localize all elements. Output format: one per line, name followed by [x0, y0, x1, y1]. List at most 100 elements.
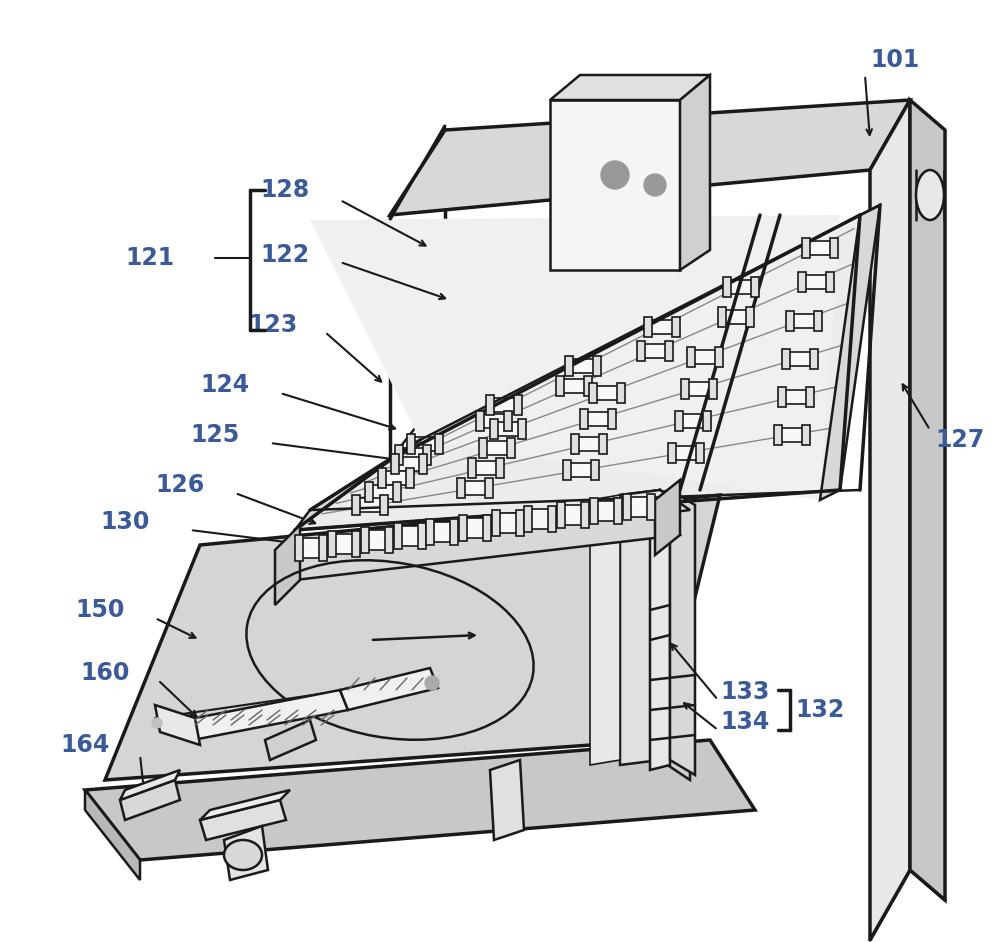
Polygon shape: [628, 497, 650, 517]
Polygon shape: [806, 387, 814, 407]
Polygon shape: [782, 349, 790, 369]
Polygon shape: [120, 770, 180, 800]
Polygon shape: [642, 344, 668, 358]
Polygon shape: [670, 490, 695, 775]
Polygon shape: [751, 278, 759, 298]
Polygon shape: [120, 780, 180, 820]
Text: 134: 134: [720, 710, 769, 734]
Polygon shape: [614, 498, 622, 524]
Polygon shape: [394, 523, 402, 548]
Polygon shape: [703, 411, 711, 430]
Polygon shape: [783, 390, 809, 404]
Polygon shape: [599, 434, 607, 454]
Polygon shape: [464, 517, 486, 538]
Polygon shape: [352, 531, 360, 557]
Polygon shape: [492, 511, 500, 536]
Polygon shape: [680, 75, 710, 270]
Text: 122: 122: [260, 243, 309, 267]
Polygon shape: [497, 513, 519, 533]
Polygon shape: [476, 411, 484, 430]
Polygon shape: [561, 379, 587, 393]
Polygon shape: [524, 506, 532, 532]
Polygon shape: [589, 382, 597, 402]
Polygon shape: [357, 498, 383, 512]
Text: 133: 133: [720, 680, 769, 704]
Polygon shape: [310, 215, 840, 500]
Polygon shape: [85, 790, 140, 880]
Polygon shape: [590, 498, 598, 524]
Text: 150: 150: [75, 598, 124, 622]
Polygon shape: [557, 502, 565, 528]
Polygon shape: [550, 75, 710, 100]
Polygon shape: [490, 760, 524, 840]
Polygon shape: [468, 458, 476, 478]
Polygon shape: [435, 434, 443, 454]
Polygon shape: [728, 281, 754, 295]
Polygon shape: [585, 412, 611, 426]
Polygon shape: [423, 446, 431, 465]
Polygon shape: [431, 522, 453, 542]
Circle shape: [644, 174, 666, 196]
Polygon shape: [746, 306, 754, 327]
Polygon shape: [692, 349, 718, 364]
Polygon shape: [623, 494, 631, 520]
Polygon shape: [352, 495, 360, 515]
Polygon shape: [504, 411, 512, 430]
Polygon shape: [830, 238, 838, 258]
Polygon shape: [807, 241, 833, 255]
Polygon shape: [709, 379, 717, 398]
Text: 101: 101: [870, 48, 919, 72]
Text: 128: 128: [260, 178, 309, 202]
Polygon shape: [529, 510, 551, 529]
Polygon shape: [484, 441, 510, 455]
Polygon shape: [483, 514, 491, 541]
Polygon shape: [810, 349, 818, 369]
Ellipse shape: [224, 840, 262, 870]
Polygon shape: [295, 535, 303, 560]
Polygon shape: [576, 437, 602, 451]
Polygon shape: [295, 440, 420, 530]
Polygon shape: [85, 740, 755, 860]
Polygon shape: [224, 826, 268, 880]
Polygon shape: [548, 506, 556, 532]
Polygon shape: [383, 471, 409, 485]
Polygon shape: [696, 443, 704, 463]
Polygon shape: [459, 514, 467, 541]
Polygon shape: [778, 387, 786, 407]
Polygon shape: [395, 446, 403, 465]
Polygon shape: [399, 526, 421, 545]
Polygon shape: [723, 278, 731, 298]
Polygon shape: [396, 458, 422, 471]
Polygon shape: [774, 426, 782, 446]
Polygon shape: [400, 448, 426, 463]
Polygon shape: [365, 481, 373, 501]
Polygon shape: [340, 668, 438, 710]
Polygon shape: [426, 519, 434, 544]
Polygon shape: [814, 311, 822, 331]
Polygon shape: [672, 317, 680, 336]
Polygon shape: [319, 535, 327, 560]
Polygon shape: [380, 495, 388, 515]
Polygon shape: [617, 382, 625, 402]
Polygon shape: [802, 426, 810, 446]
Polygon shape: [328, 531, 336, 557]
Polygon shape: [680, 414, 706, 428]
Polygon shape: [462, 480, 488, 495]
Polygon shape: [490, 418, 498, 439]
Text: 160: 160: [80, 661, 129, 685]
Polygon shape: [681, 379, 689, 398]
Polygon shape: [390, 125, 445, 220]
Polygon shape: [723, 310, 749, 323]
Circle shape: [152, 718, 162, 728]
Polygon shape: [620, 490, 690, 515]
Polygon shape: [910, 100, 945, 900]
Polygon shape: [486, 395, 494, 414]
Polygon shape: [275, 525, 300, 605]
Polygon shape: [550, 100, 680, 270]
Polygon shape: [378, 468, 386, 488]
Polygon shape: [418, 523, 426, 548]
Polygon shape: [473, 461, 499, 475]
Polygon shape: [660, 490, 690, 780]
Polygon shape: [200, 800, 286, 840]
Polygon shape: [105, 495, 720, 780]
